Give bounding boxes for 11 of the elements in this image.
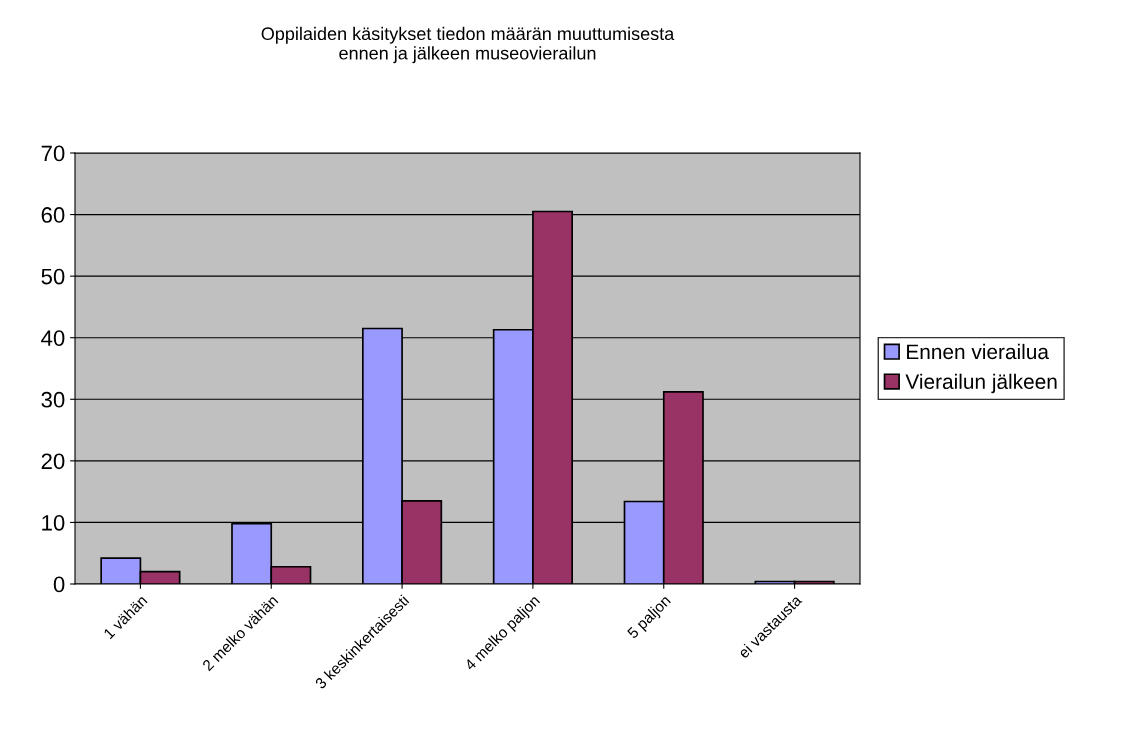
legend-label: Vierailun jälkeen — [905, 373, 1057, 394]
legend-label: Ennen vierailua — [907, 343, 1049, 360]
y-tick-label: 50 — [41, 268, 65, 285]
chart-title: Oppilaiden käsitykset tiedon määrän muuttumisesta ennen ja jälkeen museovierailun — [261, 26, 675, 64]
y-tick-label: 30 — [41, 391, 65, 408]
y-tick-label: 20 — [41, 453, 65, 470]
y-tick-label: 70 — [41, 145, 65, 162]
y-tick-label: 0 — [53, 576, 65, 593]
y-tick-label: 40 — [41, 330, 65, 346]
y-tick-label: 60 — [41, 207, 65, 223]
y-tick-label: 10 — [42, 514, 65, 531]
